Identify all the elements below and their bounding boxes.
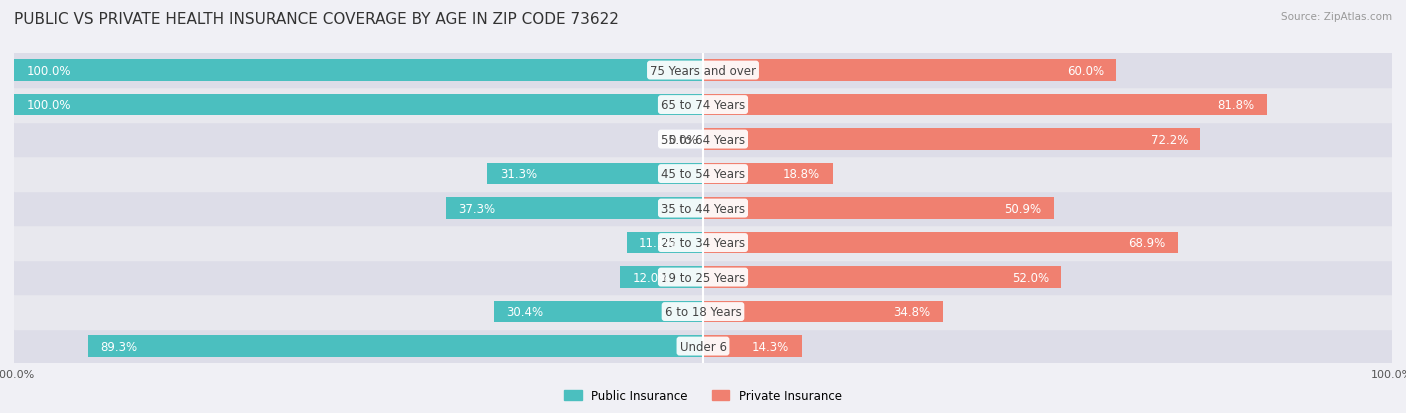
Text: 14.3%: 14.3%	[752, 340, 789, 353]
Bar	[14, 54, 1392, 88]
Bar	[703, 198, 1053, 219]
Text: PUBLIC VS PRIVATE HEALTH INSURANCE COVERAGE BY AGE IN ZIP CODE 73622: PUBLIC VS PRIVATE HEALTH INSURANCE COVER…	[14, 12, 619, 27]
Bar	[703, 232, 1178, 254]
Bar	[703, 164, 832, 185]
Bar	[703, 301, 943, 323]
Text: 52.0%: 52.0%	[1012, 271, 1049, 284]
Text: 55 to 64 Years: 55 to 64 Years	[661, 133, 745, 146]
Bar	[14, 226, 1392, 260]
Text: 19 to 25 Years: 19 to 25 Years	[661, 271, 745, 284]
Text: 75 Years and over: 75 Years and over	[650, 64, 756, 77]
Bar	[446, 198, 703, 219]
Bar	[14, 294, 1392, 329]
Bar	[703, 335, 801, 357]
Text: 11.1%: 11.1%	[638, 237, 676, 249]
Text: 81.8%: 81.8%	[1218, 99, 1254, 112]
Text: 35 to 44 Years: 35 to 44 Years	[661, 202, 745, 215]
Text: 37.3%: 37.3%	[458, 202, 495, 215]
Text: 18.8%: 18.8%	[783, 168, 820, 180]
Text: 65 to 74 Years: 65 to 74 Years	[661, 99, 745, 112]
Bar	[703, 267, 1062, 288]
Text: 6 to 18 Years: 6 to 18 Years	[665, 305, 741, 318]
Bar	[14, 260, 1392, 294]
Text: 50.9%: 50.9%	[1004, 202, 1042, 215]
Legend: Public Insurance, Private Insurance: Public Insurance, Private Insurance	[560, 385, 846, 407]
Text: 89.3%: 89.3%	[100, 340, 138, 353]
Bar	[14, 157, 1392, 191]
Bar	[494, 301, 703, 323]
Bar	[627, 232, 703, 254]
Text: 100.0%: 100.0%	[27, 64, 70, 77]
Text: 31.3%: 31.3%	[499, 168, 537, 180]
Bar	[14, 329, 1392, 363]
Text: 30.4%: 30.4%	[506, 305, 543, 318]
Text: 100.0%: 100.0%	[27, 99, 70, 112]
Text: 45 to 54 Years: 45 to 54 Years	[661, 168, 745, 180]
Text: 34.8%: 34.8%	[893, 305, 931, 318]
Text: Under 6: Under 6	[679, 340, 727, 353]
Text: 72.2%: 72.2%	[1150, 133, 1188, 146]
Bar	[703, 129, 1201, 150]
Bar	[14, 191, 1392, 226]
Bar	[703, 60, 1116, 82]
Text: 0.0%: 0.0%	[668, 133, 697, 146]
Bar	[620, 267, 703, 288]
Bar	[488, 164, 703, 185]
Text: 12.0%: 12.0%	[633, 271, 671, 284]
Text: 68.9%: 68.9%	[1128, 237, 1166, 249]
Bar	[703, 95, 1267, 116]
Bar	[14, 123, 1392, 157]
Bar	[14, 60, 703, 82]
Bar	[14, 88, 1392, 123]
Bar	[14, 95, 703, 116]
Bar	[87, 335, 703, 357]
Text: 60.0%: 60.0%	[1067, 64, 1104, 77]
Text: Source: ZipAtlas.com: Source: ZipAtlas.com	[1281, 12, 1392, 22]
Text: 25 to 34 Years: 25 to 34 Years	[661, 237, 745, 249]
